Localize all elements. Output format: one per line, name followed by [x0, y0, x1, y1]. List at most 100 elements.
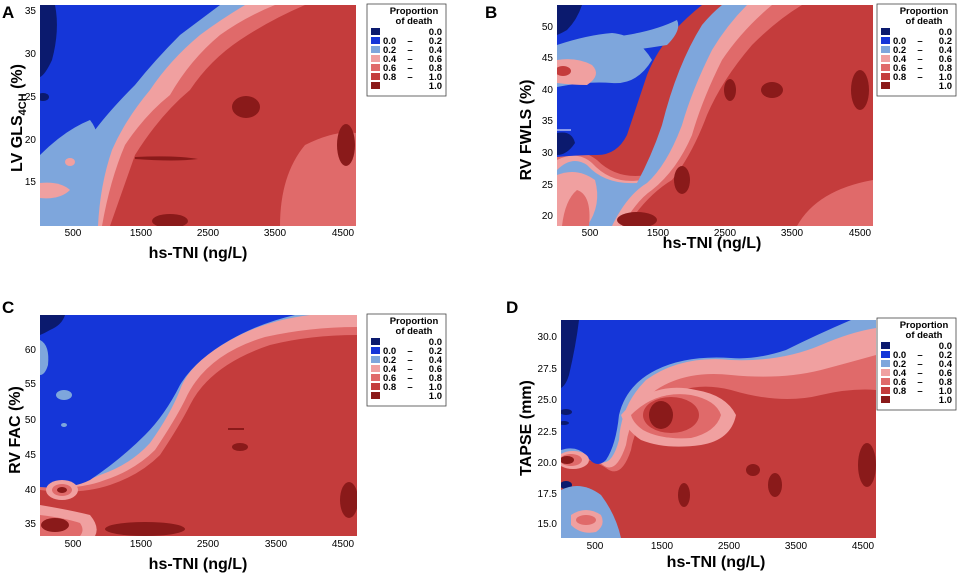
legend-row: 1.0 [881, 395, 952, 406]
region-d-red-bottom [576, 515, 596, 525]
panel-a-legend: Proportion of death 0.0 0.0–0.2 0.2–0.4 … [366, 3, 447, 97]
panel-b-y-tick: 40 [542, 85, 554, 96]
legend-to: 0.6 [939, 368, 952, 379]
panel-a-y-tick: 25 [25, 92, 37, 103]
legend-swatch [371, 37, 380, 44]
legend-row: 0.6– 0.8 [371, 63, 442, 74]
region-b-band-04 [557, 5, 772, 226]
legend-title: Proportion [390, 6, 439, 17]
panel-c-plot-area [40, 315, 357, 536]
region-b-peak-3 [851, 70, 869, 110]
legend-title: Proportion [900, 320, 949, 331]
region-a-darkest-top [40, 5, 57, 77]
panel-a-x-tick: 1500 [130, 228, 153, 239]
legend-to: 0.0 [939, 341, 952, 352]
legend-swatch [881, 28, 890, 35]
panel-c-y-ticks: 35 40 45 50 55 60 [25, 345, 37, 530]
panel-d-x-ticks: 500 1500 2500 3500 4500 [587, 541, 875, 552]
panel-d-y-tick: 22.5 [538, 427, 558, 438]
legend-to: 0.6 [429, 54, 442, 65]
legend-row: 0.0 [881, 341, 952, 352]
panel-c-x-tick: 3500 [265, 539, 288, 550]
panel-d-y-ticks: 15.0 17.5 20.0 22.5 25.0 27.5 30.0 [538, 332, 558, 530]
legend-to: 1.0 [429, 391, 442, 402]
legend-dash: – [407, 63, 412, 74]
legend-to: 0.8 [939, 63, 952, 74]
legend-swatch [371, 374, 380, 381]
panel-b-plot-area [557, 5, 873, 226]
region-d-peak-2 [746, 464, 760, 476]
legend-from: 0.8 [383, 72, 396, 83]
panel-a-y-label-main: LV GLS [9, 115, 26, 172]
panel-b-label: B [485, 3, 497, 22]
legend-row: 0.0 [371, 337, 442, 348]
region-b-peak-1 [724, 79, 736, 101]
legend-swatch [881, 73, 890, 80]
legend-swatch [881, 46, 890, 53]
panel-d-y-tick: 27.5 [538, 364, 558, 375]
legend-swatch [881, 64, 890, 71]
region-b-darkest-left [557, 132, 575, 155]
legend-dash: – [917, 350, 922, 361]
legend-swatch [881, 396, 890, 403]
legend-swatch [371, 365, 380, 372]
legend-to: 0.8 [429, 63, 442, 74]
legend-to: 0.6 [429, 364, 442, 375]
legend-from: 0.0 [893, 350, 906, 361]
panel-d-y-tick: 15.0 [538, 519, 558, 530]
region-b-red-left [557, 66, 571, 76]
legend-dash: – [917, 36, 922, 47]
panel-d-label: D [506, 298, 518, 317]
legend-subtitle: of death [906, 330, 943, 341]
panel-d-y-label-main: TAPSE (mm) [518, 380, 535, 476]
legend-row: 0.6– 0.8 [881, 377, 952, 388]
panel-b-y-label: RV FWLS (%) [518, 79, 535, 180]
legend-swatch [371, 383, 380, 390]
legend-to: 1.0 [939, 81, 952, 92]
panel-b-x-tick: 2500 [714, 228, 737, 239]
panel-c: C hs-TNI (ng/L) RV FAC (%) 500 1 [2, 298, 447, 573]
legend-to: 0.2 [429, 346, 442, 357]
panel-c-y-tick: 35 [25, 519, 37, 530]
legend-dash: – [917, 377, 922, 388]
panel-b-x-tick: 4500 [849, 228, 872, 239]
legend-swatch [371, 28, 380, 35]
legend-to: 0.4 [939, 359, 953, 370]
region-b-pink-left [557, 59, 596, 85]
legend-to: 0.4 [429, 45, 443, 56]
legend-row: 0.2– 0.4 [371, 45, 443, 56]
legend-row: 0.0– 0.2 [881, 36, 952, 47]
region-b-peak-5 [617, 212, 657, 226]
legend-from: 0.4 [383, 364, 397, 375]
legend-to: 0.2 [429, 36, 442, 47]
legend-row: 0.4– 0.6 [371, 364, 442, 375]
legend-row: 0.4– 0.6 [881, 54, 952, 65]
legend-to: 1.0 [939, 395, 952, 406]
legend-dash: – [407, 54, 412, 65]
legend-dash: – [407, 36, 412, 47]
region-c-band-00 [40, 315, 295, 488]
legend-to: 0.0 [429, 337, 442, 348]
panel-b-x-ticks: 500 1500 2500 3500 4500 [582, 228, 872, 239]
region-d-darkest-top [561, 320, 579, 388]
legend-frame [876, 3, 957, 97]
panel-c-x-label: hs-TNI (ng/L) [149, 556, 248, 573]
legend-row: 1.0 [371, 391, 442, 402]
legend-to: 0.8 [429, 373, 442, 384]
panel-c-y-label-main: RV FAC (%) [7, 386, 24, 474]
panel-b-legend: Proportion of death 0.0 0.0–0.2 0.2–0.4 … [876, 3, 957, 97]
panel-a-y-tick: 35 [25, 6, 37, 17]
panel-a-y-tick: 20 [25, 135, 37, 146]
legend-to: 0.0 [939, 27, 952, 38]
legend-swatch [881, 351, 890, 358]
panel-c-y-tick: 50 [25, 415, 37, 426]
panel-a-x-tick: 4500 [332, 228, 355, 239]
region-a-peak-4 [152, 214, 188, 226]
region-c-darkest-top [40, 315, 65, 335]
legend-to: 0.4 [939, 45, 953, 56]
region-c-peak-bottom-2 [105, 522, 185, 536]
legend-dash: – [917, 45, 922, 56]
legend-swatch [371, 392, 380, 399]
legend-to: 1.0 [429, 72, 442, 83]
legend-row: 0.0– 0.2 [371, 36, 442, 47]
